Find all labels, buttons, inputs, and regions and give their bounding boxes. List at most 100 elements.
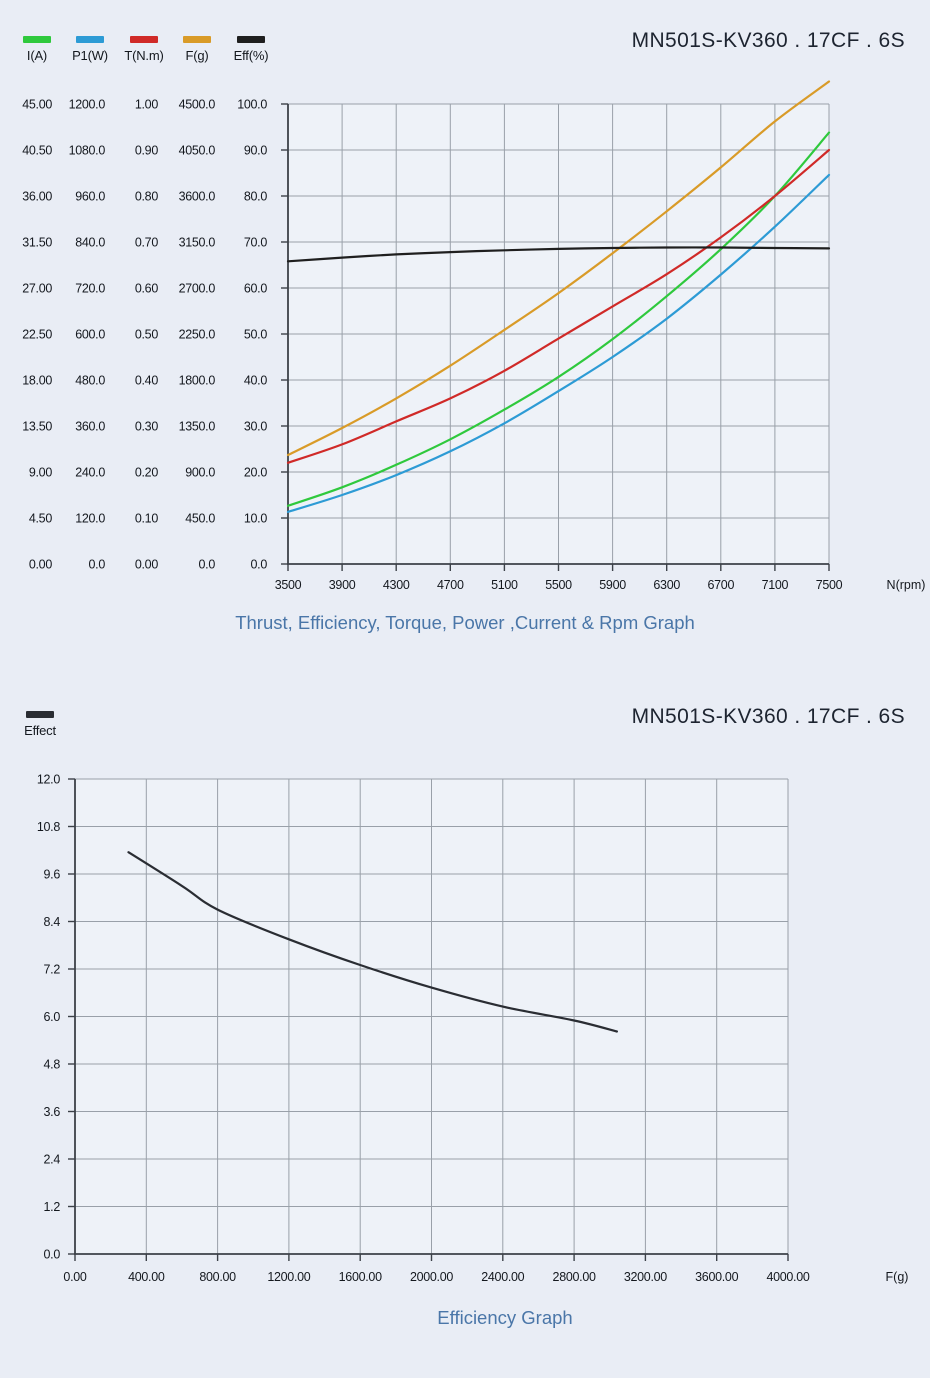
y-tick-label-effect: 0.0 <box>44 1248 61 1262</box>
y-tick-label-p1-w: 480.0 <box>75 374 105 388</box>
y-tick-label-f-g: 1350.0 <box>179 420 216 434</box>
x-tick-label: 3600.00 <box>695 1270 738 1284</box>
y-tick-label-i-a: 45.00 <box>22 98 52 112</box>
y-tick-label-f-g: 2700.0 <box>179 282 216 296</box>
y-tick-label-i-a: 18.00 <box>22 374 52 388</box>
x-tick-label: 4300 <box>383 578 410 592</box>
curve-p1-w <box>286 173 831 513</box>
x-tick-label: 4700 <box>437 578 464 592</box>
y-tick-label-effect: 1.2 <box>44 1200 61 1214</box>
y-tick-label-p1-w: 360.0 <box>75 420 105 434</box>
x-tick-label: 7500 <box>816 578 843 592</box>
y-tick-label-eff: 100.0 <box>237 98 267 112</box>
power-series-swatch <box>76 36 104 43</box>
y-tick-label-eff: 10.0 <box>244 512 267 526</box>
y-tick-label-i-a: 36.00 <box>22 190 52 204</box>
y-tick-label-eff: 20.0 <box>244 466 267 480</box>
y-tick-label-i-a: 0.00 <box>29 558 52 572</box>
y-tick-label-f-g: 900.0 <box>185 466 215 480</box>
y-tick-label-p1-w: 1080.0 <box>69 144 106 158</box>
curve-eff <box>286 246 831 263</box>
rpm-chart-canvas: 45.00 1200.0 1.00 4500.0 100.0 40.50 1080.0 0.9… <box>22 80 926 592</box>
y-tick-label-eff: 30.0 <box>244 420 267 434</box>
x-tick-label: 800.00 <box>199 1270 236 1284</box>
y-tick-label-i-a: 22.50 <box>22 328 52 342</box>
x-tick-label: 5100 <box>491 578 518 592</box>
y-tick-label-p1-w: 0.0 <box>89 558 106 572</box>
y-tick-label-i-a: 27.00 <box>22 282 52 296</box>
y-tick-label-f-g: 0.0 <box>199 558 216 572</box>
efficiency-series-swatch <box>237 36 265 43</box>
y-tick-label-p1-w: 840.0 <box>75 236 105 250</box>
x-tick-label: 4000.00 <box>766 1270 809 1284</box>
x-tick-label: 3200.00 <box>624 1270 667 1284</box>
legend-label: T(N.m) <box>124 48 164 63</box>
x-tick-label: 0.00 <box>63 1270 86 1284</box>
y-tick-label-i-a: 31.50 <box>22 236 52 250</box>
y-tick-label-p1-w: 120.0 <box>75 512 105 526</box>
efficiency-chart-title: MN501S-KV360 . 17CF . 6S <box>631 705 905 728</box>
y-tick-label-eff: 0.0 <box>251 558 268 572</box>
x-tick-label: 7100 <box>762 578 789 592</box>
y-tick-label-t-n-m: 0.10 <box>135 512 158 526</box>
torque-series-swatch <box>130 36 158 43</box>
y-tick-label-effect: 9.6 <box>44 868 61 882</box>
x-tick-label: 2800.00 <box>553 1270 596 1284</box>
legend-label: I(A) <box>26 48 48 63</box>
x-axis-unit-label: N(rpm) <box>887 578 926 592</box>
y-tick-label-p1-w: 600.0 <box>75 328 105 342</box>
y-tick-label-i-a: 4.50 <box>29 512 52 526</box>
y-tick-label-t-n-m: 0.70 <box>135 236 158 250</box>
y-tick-label-eff: 60.0 <box>244 282 267 296</box>
x-tick-label: 6700 <box>707 578 734 592</box>
y-tick-label-eff: 80.0 <box>244 190 267 204</box>
y-tick-label-t-n-m: 0.20 <box>135 466 158 480</box>
efficiency-chart-subtitle: Efficiency Graph <box>437 1307 573 1328</box>
legend-item-thrust: F(g) <box>170 36 224 63</box>
y-tick-label-i-a: 40.50 <box>22 144 52 158</box>
rpm-chart-title: MN501S-KV360 . 17CF . 6S <box>631 29 905 52</box>
y-tick-label-effect: 8.4 <box>44 915 61 929</box>
curve-i-a <box>286 131 831 507</box>
legend-item-torque: T(N.m) <box>117 36 171 63</box>
y-tick-label-effect: 6.0 <box>44 1010 61 1024</box>
y-tick-label-f-g: 450.0 <box>185 512 215 526</box>
y-tick-label-eff: 90.0 <box>244 144 267 158</box>
y-tick-label-f-g: 1800.0 <box>179 374 216 388</box>
x-tick-label: 1600.00 <box>339 1270 382 1284</box>
legend-label: Eff(%) <box>233 48 269 63</box>
thrust-series-swatch <box>183 36 211 43</box>
y-tick-label-t-n-m: 0.40 <box>135 374 158 388</box>
y-tick-label-eff: 40.0 <box>244 374 267 388</box>
y-tick-label-t-n-m: 0.00 <box>135 558 158 572</box>
effect-series-swatch <box>26 711 54 718</box>
y-tick-label-f-g: 4050.0 <box>179 144 216 158</box>
y-tick-label-t-n-m: 0.50 <box>135 328 158 342</box>
x-tick-label: 400.00 <box>128 1270 165 1284</box>
x-tick-label: 5900 <box>599 578 626 592</box>
y-tick-label-p1-w: 1200.0 <box>69 98 106 112</box>
y-tick-label-f-g: 3150.0 <box>179 236 216 250</box>
y-tick-label-f-g: 4500.0 <box>179 98 216 112</box>
y-tick-label-f-g: 2250.0 <box>179 328 216 342</box>
y-tick-label-effect: 12.0 <box>37 773 60 787</box>
legend-item-power: P1(W) <box>63 36 117 63</box>
curve-t-n-m <box>286 148 831 464</box>
curve-effect <box>127 851 618 1033</box>
y-tick-label-effect: 3.6 <box>44 1105 61 1119</box>
x-tick-label: 3900 <box>329 578 356 592</box>
x-axis-unit-label: F(g) <box>886 1270 909 1284</box>
x-tick-label: 5500 <box>545 578 572 592</box>
y-tick-label-eff: 70.0 <box>244 236 267 250</box>
y-tick-label-t-n-m: 0.60 <box>135 282 158 296</box>
x-tick-label: 2000.00 <box>410 1270 453 1284</box>
y-tick-label-p1-w: 720.0 <box>75 282 105 296</box>
y-tick-label-eff: 50.0 <box>244 328 267 342</box>
x-tick-label: 6300 <box>653 578 680 592</box>
rpm-chart-subtitle: Thrust, Efficiency, Torque, Power ,Curre… <box>235 612 695 633</box>
y-tick-label-t-n-m: 0.90 <box>135 144 158 158</box>
y-tick-label-effect: 4.8 <box>44 1058 61 1072</box>
y-tick-label-effect: 7.2 <box>44 963 61 977</box>
curve-f-g <box>286 80 831 457</box>
